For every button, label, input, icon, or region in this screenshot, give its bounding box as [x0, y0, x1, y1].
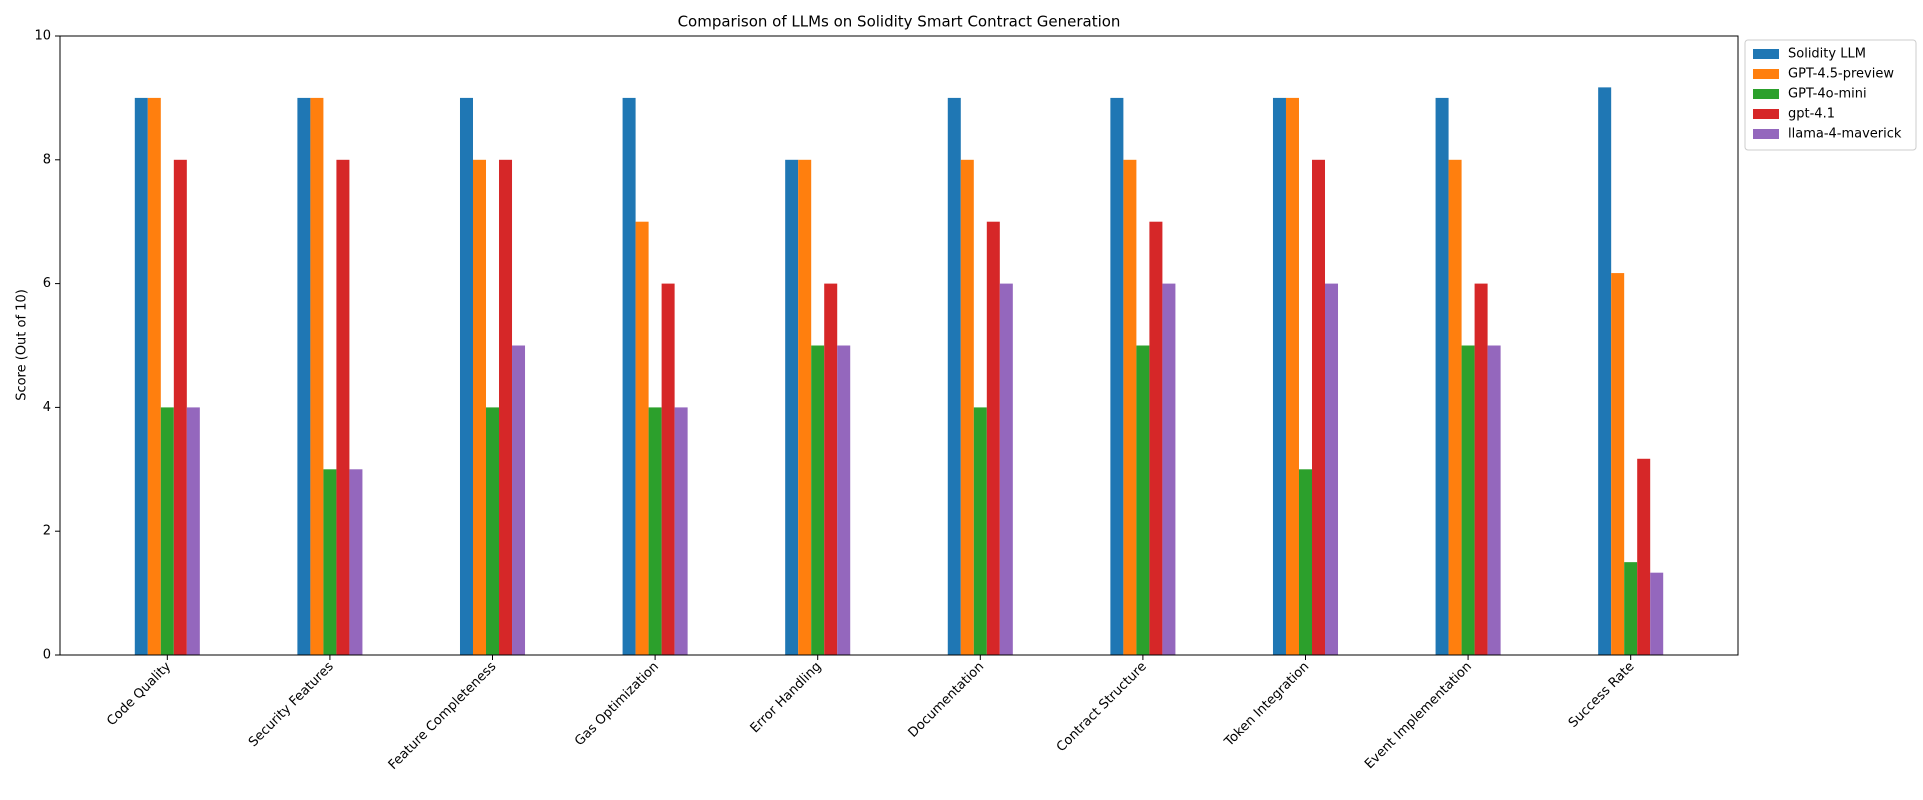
bar: [1487, 345, 1501, 655]
bar: [472, 159, 487, 656]
bar: [798, 159, 812, 656]
x-tick-label: Code Quality: [104, 659, 174, 729]
bar: [1448, 159, 1462, 656]
legend-label: GPT-4o-mini: [1788, 87, 1867, 102]
bar: [947, 97, 961, 655]
chart-title: Comparison of LLMs on Solidity Smart Con…: [678, 13, 1121, 31]
y-tick-label: 10: [34, 29, 51, 44]
bar: [811, 345, 825, 655]
legend-label: Solidity LLM: [1788, 47, 1866, 62]
bar: [1285, 97, 1299, 655]
legend-swatch: [1753, 109, 1779, 119]
x-tick-label: Documentation: [906, 659, 987, 740]
bar: [837, 345, 851, 655]
bar: [1162, 283, 1176, 655]
bar: [186, 407, 200, 655]
bar: [486, 407, 500, 655]
bar: [785, 159, 799, 656]
y-tick-label: 6: [43, 276, 51, 291]
bar: [1637, 458, 1651, 655]
bar: [1611, 273, 1625, 655]
bar: [973, 407, 987, 655]
bar: [1461, 345, 1475, 655]
bar: [661, 283, 675, 655]
y-tick-label: 4: [43, 400, 51, 415]
bar: [1136, 345, 1150, 655]
bar: [824, 283, 838, 655]
legend-swatch: [1753, 69, 1779, 79]
bar: [134, 97, 148, 655]
bar: [1272, 97, 1286, 655]
x-tick-label: Gas Optimization: [572, 659, 662, 749]
plot-frame: [59, 35, 1739, 656]
bar: [1598, 87, 1612, 655]
legend-swatch: [1753, 89, 1779, 99]
y-tick-label: 2: [43, 524, 51, 539]
bar: [349, 469, 363, 655]
legend-label: llama-4-maverick: [1788, 127, 1902, 142]
legend-label: gpt-4.1: [1788, 107, 1835, 122]
bar: [1311, 159, 1326, 656]
x-tick-label: Feature Completeness: [386, 659, 500, 773]
x-tick-label: Error Handling: [748, 659, 825, 736]
y-axis-label: Score (Out of 10): [15, 289, 30, 401]
bar: [459, 97, 473, 655]
legend-label: GPT-4.5-preview: [1788, 67, 1894, 82]
bar: [1110, 97, 1124, 655]
bar: [1650, 572, 1664, 655]
bar: [999, 283, 1013, 655]
bar: [160, 407, 174, 655]
bar: [960, 159, 974, 656]
bar: [173, 159, 187, 656]
bar: [310, 97, 324, 655]
y-tick-label: 8: [43, 152, 51, 167]
x-tick-label: Token Integration: [1221, 659, 1312, 750]
bar: [986, 221, 1000, 655]
legend-swatch: [1753, 49, 1779, 59]
x-tick-label: Contract Structure: [1054, 659, 1150, 755]
bar: [1325, 283, 1339, 655]
bar: [648, 407, 662, 655]
legend-frame: [1744, 39, 1917, 151]
bar: [1298, 469, 1312, 655]
x-tick-label: Event Implementation: [1362, 659, 1475, 772]
bar: [1435, 97, 1449, 655]
bar: [147, 97, 161, 655]
x-tick-label: Success Rate: [1566, 659, 1638, 731]
bar: [336, 159, 350, 656]
bar: [1474, 283, 1488, 655]
bar: [622, 97, 636, 655]
bar: [1123, 159, 1137, 656]
legend-swatch: [1753, 129, 1779, 139]
y-tick-label: 0: [43, 648, 51, 663]
bar: [499, 159, 513, 656]
bar: [323, 469, 337, 655]
bar: [512, 345, 526, 655]
bar: [674, 407, 688, 655]
x-tick-label: Security Features: [246, 659, 337, 750]
bar: [1624, 562, 1638, 655]
bar: [297, 97, 311, 655]
bar: [1149, 221, 1163, 655]
bar: [635, 221, 649, 655]
